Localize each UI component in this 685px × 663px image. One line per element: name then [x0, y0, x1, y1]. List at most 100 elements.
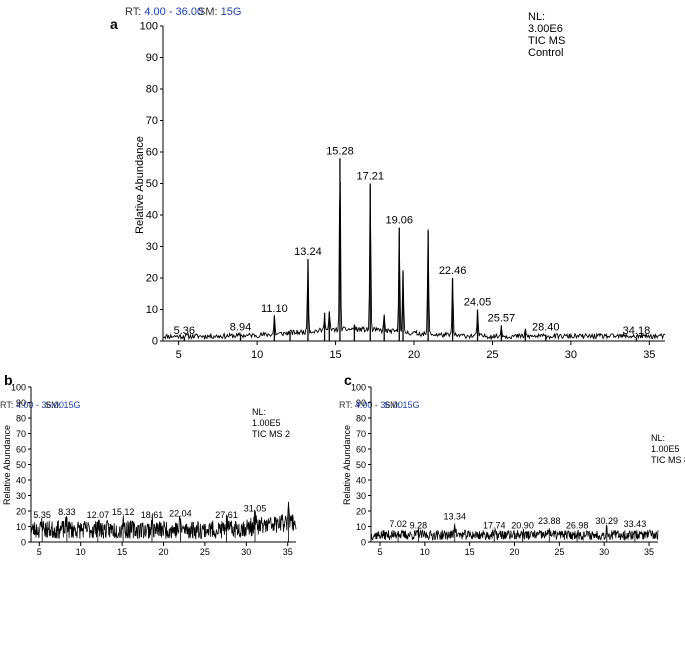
peak-label: 30.29 — [596, 516, 619, 526]
y-tick-label: 90 — [16, 398, 26, 408]
tic-trace-line — [162, 181, 666, 341]
x-tick-label: 25 — [200, 547, 210, 557]
peak-label: 33.43 — [624, 519, 647, 529]
x-tick-label: 20 — [509, 547, 519, 557]
y-tick-label: 90 — [146, 52, 158, 64]
sm-value: 15G — [221, 6, 242, 18]
sm-label: SM: 15G — [198, 6, 241, 18]
peak-label: 9.28 — [410, 521, 428, 531]
nl-text-line: 3.00E6 — [528, 23, 563, 35]
peak-label: 13.34 — [444, 511, 467, 521]
y-tick-label: 10 — [16, 522, 26, 532]
peak-label: 31.05 — [244, 504, 267, 514]
sm-value: 15G — [64, 400, 81, 410]
y-tick-label: 40 — [356, 476, 366, 486]
peak-label: 19.06 — [385, 215, 413, 227]
peak-label: 23.88 — [538, 516, 561, 526]
nl-text-line: TIC MS 2 — [252, 429, 290, 439]
y-tick-label: 50 — [356, 460, 366, 470]
y-tick-label: 0 — [361, 538, 366, 548]
y-tick-label: 20 — [146, 273, 158, 285]
rt-range-label: RT: 4.00 - 36.00 — [0, 400, 64, 410]
peak-label: 28.40 — [532, 322, 560, 334]
nl-text-line: TIC MS — [528, 35, 565, 47]
peak-label: 15.12 — [112, 507, 135, 517]
y-tick-label: 100 — [140, 21, 158, 33]
y-tick-label: 0 — [152, 336, 158, 348]
y-tick-label: 20 — [16, 507, 26, 517]
rt-prefix: RT: — [125, 6, 144, 18]
y-tick-label: 30 — [16, 491, 26, 501]
sm-value: 15G — [403, 400, 420, 410]
peak-label: 12.07 — [87, 510, 110, 520]
sm-label: SM: 15G — [45, 400, 81, 410]
x-tick-label: 10 — [76, 547, 86, 557]
sm-label: SM: 15G — [384, 400, 420, 410]
y-tick-label: 90 — [356, 398, 366, 408]
peak-label: 20.90 — [511, 521, 534, 531]
y-tick-label: 60 — [16, 445, 26, 455]
rt-value: 4.00 - 36.00 — [16, 400, 64, 410]
y-tick-label: 30 — [146, 241, 158, 253]
x-tick-label: 35 — [644, 547, 654, 557]
nl-text-line: 1.00E5 — [252, 418, 281, 428]
x-tick-label: 30 — [565, 349, 577, 361]
y-tick-label: 100 — [11, 383, 26, 393]
panel-label: b — [4, 372, 13, 388]
peak-label: 18.61 — [141, 510, 164, 520]
x-tick-label: 30 — [241, 547, 251, 557]
y-tick-label: 60 — [146, 147, 158, 159]
y-axis-label: Relative Abundance — [134, 136, 146, 234]
peak-label: 7.02 — [389, 519, 407, 529]
x-tick-label: 10 — [420, 547, 430, 557]
rt-value: 4.00 - 36.00 — [355, 400, 403, 410]
rt-value: 4.00 - 36.00 — [144, 6, 203, 18]
y-tick-label: 70 — [16, 429, 26, 439]
x-tick-label: 30 — [599, 547, 609, 557]
nl-text-line: 1.00E5 — [651, 444, 680, 454]
peak-label: 15.28 — [326, 145, 354, 157]
y-axis-label: Relative Abundance — [2, 425, 12, 505]
rt-range-label: RT: 4.00 - 36.00 — [339, 400, 403, 410]
x-tick-label: 15 — [117, 547, 127, 557]
peak-label: 8.94 — [230, 322, 251, 334]
peak-label: 25.57 — [488, 312, 516, 324]
y-tick-label: 10 — [356, 522, 366, 532]
y-tick-label: 30 — [356, 491, 366, 501]
peak-label: 17.21 — [356, 171, 384, 183]
nl-text-line: NL: — [528, 11, 545, 23]
peak-label: 34.18 — [623, 325, 651, 337]
x-tick-label: 25 — [554, 547, 564, 557]
y-tick-label: 70 — [146, 115, 158, 127]
sm-prefix: SM: — [384, 400, 403, 410]
peak-label: 5.36 — [174, 325, 195, 337]
tic-trace-line — [370, 524, 659, 542]
y-tick-label: 40 — [146, 210, 158, 222]
nl-text-line: NL: — [252, 407, 266, 417]
nl-text-line: TIC MS 8 — [651, 455, 685, 465]
x-tick-label: 5 — [176, 349, 182, 361]
x-tick-label: 15 — [329, 349, 341, 361]
sm-prefix: SM: — [45, 400, 64, 410]
peak-label: 13.24 — [294, 246, 322, 258]
y-tick-label: 10 — [146, 304, 158, 316]
y-tick-label: 20 — [356, 507, 366, 517]
panel-label: c — [344, 372, 352, 388]
x-tick-label: 35 — [283, 547, 293, 557]
peak-label: 22.46 — [439, 265, 467, 277]
panel-label: a — [110, 16, 118, 32]
y-tick-label: 50 — [16, 460, 26, 470]
x-tick-label: 5 — [37, 547, 42, 557]
nl-text-line: NL: — [651, 433, 665, 443]
tic-trace-line — [30, 502, 297, 540]
x-tick-label: 35 — [643, 349, 655, 361]
peak-label: 27.61 — [215, 510, 238, 520]
y-tick-label: 40 — [16, 476, 26, 486]
y-tick-label: 80 — [16, 414, 26, 424]
y-tick-label: 80 — [356, 414, 366, 424]
x-tick-label: 5 — [377, 547, 382, 557]
y-tick-label: 50 — [146, 178, 158, 190]
